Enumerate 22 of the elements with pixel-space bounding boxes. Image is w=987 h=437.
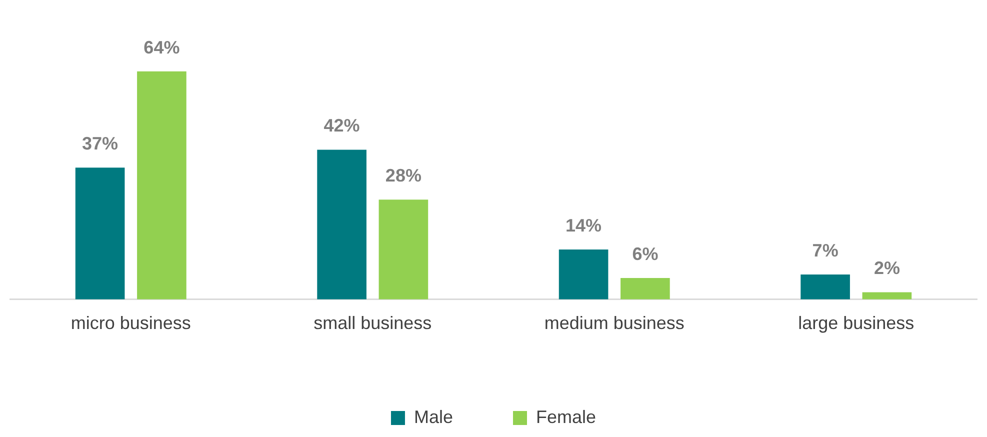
data-label: 42% — [324, 116, 360, 136]
bar — [800, 274, 850, 300]
data-label: 28% — [385, 166, 422, 186]
data-label: 2% — [874, 258, 900, 278]
legend-label: Male — [414, 406, 453, 427]
bar — [862, 292, 912, 300]
data-label: 6% — [632, 244, 658, 264]
x-tick-label: small business — [314, 313, 432, 334]
data-label: 64% — [144, 37, 180, 58]
bar — [75, 168, 125, 300]
legend-label: Female — [536, 406, 596, 427]
data-label: 37% — [82, 134, 118, 154]
bar — [378, 200, 428, 300]
x-tick-label: medium business — [544, 313, 684, 334]
bar — [317, 150, 366, 300]
bar — [558, 250, 608, 300]
data-label: 7% — [812, 240, 838, 260]
x-tick-label: large business — [798, 313, 914, 334]
bar — [620, 278, 670, 300]
bar — [137, 71, 186, 300]
x-tick-label: micro business — [70, 313, 191, 334]
data-label: 14% — [566, 215, 602, 236]
